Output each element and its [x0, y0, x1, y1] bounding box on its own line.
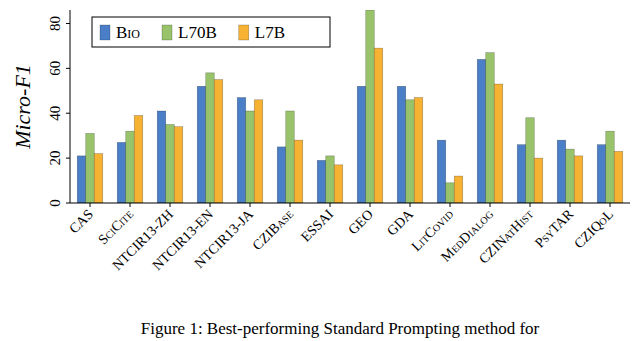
- bar: [397, 86, 406, 203]
- legend-swatch: [239, 25, 249, 40]
- x-tick: [610, 203, 611, 207]
- y-tick-label: 80: [47, 16, 63, 31]
- y-axis: [70, 10, 71, 203]
- bar: [166, 124, 175, 203]
- legend-label: L7B: [255, 23, 285, 42]
- y-tick: [66, 158, 70, 159]
- x-tick-label: CZIQoL: [571, 207, 616, 252]
- bar: [126, 131, 135, 203]
- y-tick: [66, 113, 70, 114]
- bar: [366, 10, 375, 203]
- bar: [197, 86, 206, 203]
- bar: [326, 156, 335, 203]
- x-tick: [210, 203, 211, 207]
- bar: [406, 100, 415, 203]
- bar: [414, 98, 423, 203]
- bar: [246, 111, 255, 203]
- legend-swatch: [162, 25, 172, 40]
- x-tick: [530, 203, 531, 207]
- x-tick: [130, 203, 131, 207]
- x-tick: [170, 203, 171, 207]
- x-tick-label: GEO: [345, 207, 376, 238]
- bar: [557, 140, 566, 203]
- x-tick: [570, 203, 571, 207]
- legend-swatch: [100, 25, 110, 40]
- bar: [214, 80, 223, 203]
- y-tick-label: 20: [47, 151, 63, 166]
- chart: 020406080Micro-F1CASSciCiteNTCIR13-ZHNTC…: [0, 0, 640, 341]
- x-tick-label: CZINatHist: [476, 207, 536, 267]
- y-tick-label: 60: [47, 61, 63, 76]
- bar: [94, 154, 103, 203]
- legend-box: [92, 17, 330, 47]
- legend: Bio L70B L7B: [92, 17, 330, 47]
- y-tick: [66, 203, 70, 204]
- x-tick-label: ESSAI: [298, 206, 336, 244]
- bar: [437, 140, 446, 203]
- bar: [566, 149, 575, 203]
- x-tick: [330, 203, 331, 207]
- x-tick-label: CZIBase: [250, 207, 297, 254]
- bars: [77, 10, 623, 203]
- bar: [277, 147, 286, 203]
- bar: [526, 118, 535, 203]
- bar: [157, 111, 166, 203]
- bar: [477, 59, 486, 203]
- bar: [134, 115, 143, 203]
- x-tick: [450, 203, 451, 207]
- bar: [597, 145, 606, 203]
- x-tick-label: PsyTAR: [532, 206, 577, 251]
- bar: [454, 176, 463, 203]
- y-tick-label: 40: [47, 106, 63, 121]
- bar: [286, 111, 295, 203]
- x-tick: [290, 203, 291, 207]
- bar: [77, 156, 86, 203]
- x-tick: [410, 203, 411, 207]
- bar: [374, 48, 383, 203]
- y-tick: [66, 23, 70, 24]
- legend-label: Bio: [116, 23, 140, 42]
- y-axis-label: Micro-F1: [10, 64, 35, 150]
- bar: [517, 145, 526, 203]
- bar: [254, 100, 263, 203]
- bar: [174, 127, 183, 203]
- bar: [206, 73, 215, 203]
- y-tick-label: 0: [47, 199, 63, 207]
- bar: [237, 98, 246, 203]
- bar: [606, 131, 615, 203]
- bar: [446, 183, 455, 203]
- x-tick-label: NTCIR13-JA: [192, 206, 257, 271]
- caption: Figure 1: Best-performing Standard Promp…: [141, 319, 540, 338]
- bar: [534, 158, 543, 203]
- bar: [614, 151, 623, 203]
- bar: [317, 160, 326, 203]
- x-tick: [370, 203, 371, 207]
- bar: [86, 133, 95, 203]
- bar: [494, 84, 503, 203]
- bar: [357, 86, 366, 203]
- x-tick-label: CAS: [66, 207, 96, 237]
- bar: [117, 142, 126, 203]
- y-tick: [66, 68, 70, 69]
- x-tick: [490, 203, 491, 207]
- bar: [486, 53, 495, 203]
- legend-label: L70B: [178, 23, 217, 42]
- bar: [574, 156, 583, 203]
- bar: [334, 165, 343, 203]
- x-tick: [90, 203, 91, 207]
- x-tick: [250, 203, 251, 207]
- x-axis: [70, 203, 630, 204]
- bar: [294, 140, 303, 203]
- x-tick-label: GDA: [384, 206, 417, 239]
